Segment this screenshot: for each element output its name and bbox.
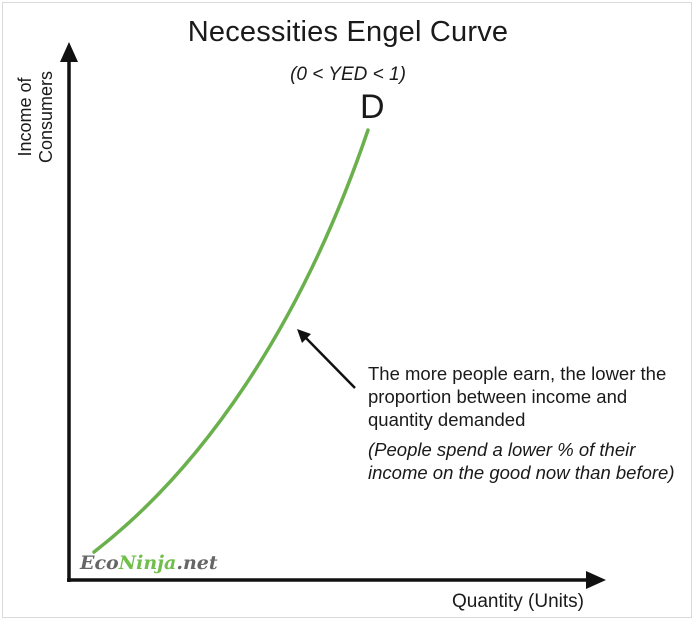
annotation-arrowhead <box>297 329 311 343</box>
y-axis-label: Income of Consumers <box>15 70 56 164</box>
diagram-subtitle: (0 < YED < 1) <box>290 64 406 85</box>
watermark-part-ninja: Ninja <box>118 552 177 574</box>
annotation-text: The more people earn, the lower the prop… <box>368 363 667 430</box>
engel-curve-line <box>92 128 370 554</box>
annotation-note: (People spend a lower % of their income … <box>368 439 675 483</box>
annotation-arrow <box>304 336 356 389</box>
watermark-part-eco: Eco <box>80 552 119 574</box>
curve-label-d: D <box>360 88 385 126</box>
diagram-title: Necessities Engel Curve <box>187 16 509 48</box>
watermark-part-net: .net <box>176 552 218 574</box>
y-axis-label-container: Income of Consumers <box>12 52 60 182</box>
y-axis-arrowhead <box>60 42 78 62</box>
x-axis-label: Quantity (Units) <box>452 591 584 612</box>
econinja-watermark: EcoNinja.net <box>80 552 218 574</box>
x-axis-arrowhead <box>586 571 606 589</box>
